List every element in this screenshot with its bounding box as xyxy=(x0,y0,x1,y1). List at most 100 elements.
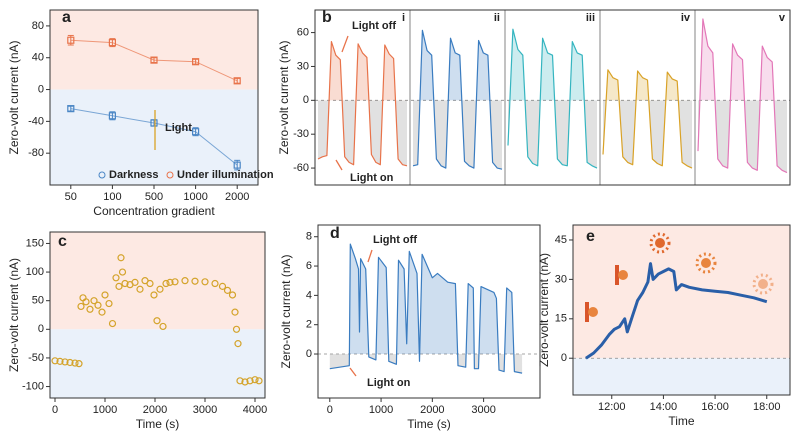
negative-region xyxy=(50,329,265,398)
y-tick-label: -80 xyxy=(28,147,44,159)
sun-core xyxy=(758,279,768,289)
x-tick-label: 0 xyxy=(327,404,333,416)
sun-rays xyxy=(752,273,774,295)
point xyxy=(201,278,209,286)
point xyxy=(233,77,241,85)
x-tick-label: 1000 xyxy=(183,191,207,203)
line xyxy=(412,29,503,170)
y-tick-label: -60 xyxy=(293,162,309,174)
series-label: iv xyxy=(681,12,691,24)
y-tick-label: 0 xyxy=(303,94,309,106)
y-tick-label: 0 xyxy=(561,352,567,364)
area-negative xyxy=(603,100,692,169)
point xyxy=(118,268,127,276)
series-label: v xyxy=(779,12,786,24)
point xyxy=(171,278,179,286)
area-positive xyxy=(606,69,679,101)
sunrise-bar xyxy=(615,265,619,285)
point xyxy=(191,277,199,285)
y-axis-label: Zero-volt current (nA) xyxy=(7,258,21,372)
y-tick-label: 4 xyxy=(306,289,312,301)
panel-label: d xyxy=(330,225,340,242)
plot-frame xyxy=(317,224,541,399)
y-tick-label: 30 xyxy=(297,60,309,72)
point xyxy=(166,278,174,286)
annotation: Light off xyxy=(352,20,396,32)
legend-marker xyxy=(166,171,174,179)
point xyxy=(131,278,139,286)
sunrise-core xyxy=(618,270,628,280)
annotation: Light on xyxy=(350,172,394,184)
area-positive xyxy=(329,41,396,101)
point xyxy=(67,105,75,113)
area-positive xyxy=(349,244,514,355)
annotation-arrow xyxy=(367,249,373,263)
sun-rays xyxy=(695,252,717,274)
line xyxy=(585,262,768,360)
x-tick-label: 3000 xyxy=(471,404,495,416)
x-tick-label: 0 xyxy=(52,404,58,416)
y-tick-label: 80 xyxy=(32,20,44,32)
panel-label: e xyxy=(586,228,595,245)
point xyxy=(75,360,83,368)
line xyxy=(507,28,598,169)
point xyxy=(159,322,167,331)
legend-label: Under illumination xyxy=(177,169,274,181)
line xyxy=(317,41,408,167)
line xyxy=(602,69,693,169)
y-tick-label: 30 xyxy=(555,273,567,285)
annotation: Light xyxy=(165,122,192,134)
y-tick-label: 2 xyxy=(306,319,312,331)
point xyxy=(90,297,98,305)
legend-label: Darkness xyxy=(109,169,159,181)
area-negative xyxy=(318,100,407,166)
x-tick-label: 16:00 xyxy=(701,401,729,413)
x-tick-label: 100 xyxy=(103,191,121,203)
panel-label: b xyxy=(322,9,332,26)
area-negative xyxy=(413,100,502,170)
annotation: Light on xyxy=(367,377,411,389)
y-tick-label: 0 xyxy=(38,83,44,95)
point xyxy=(181,277,189,285)
negative-region xyxy=(50,89,258,185)
x-tick-label: 3000 xyxy=(193,404,217,416)
y-tick-label: 8 xyxy=(306,231,312,243)
point xyxy=(115,282,123,290)
y-tick-label: 40 xyxy=(32,52,44,64)
x-tick-label: 1000 xyxy=(369,404,393,416)
point xyxy=(101,291,109,299)
sunrise-core xyxy=(588,307,598,317)
area-negative xyxy=(508,100,597,169)
point xyxy=(67,36,75,44)
point xyxy=(211,279,219,288)
x-axis-label: Concentration gradient xyxy=(93,204,215,218)
legend-marker xyxy=(98,171,106,179)
y-tick-label: 45 xyxy=(555,234,567,246)
point xyxy=(51,357,59,365)
y-tick-label: 0 xyxy=(306,348,312,360)
point xyxy=(61,358,69,366)
point xyxy=(255,377,263,385)
positive-region xyxy=(50,10,258,90)
y-tick-label: -40 xyxy=(28,115,44,127)
x-tick-label: 2000 xyxy=(143,404,167,416)
x-tick-label: 50 xyxy=(65,191,77,203)
point xyxy=(233,161,241,169)
error-bar xyxy=(192,58,199,65)
x-tick-label: 18:00 xyxy=(753,401,781,413)
sun-rays xyxy=(649,232,671,254)
panel-label: c xyxy=(58,233,67,250)
point xyxy=(153,317,161,325)
series-label: i xyxy=(402,12,405,24)
line xyxy=(697,18,788,174)
x-tick-label: 14:00 xyxy=(650,401,678,413)
point xyxy=(251,376,259,384)
point xyxy=(228,291,237,299)
y-axis-label: Zero-volt current (nA) xyxy=(279,254,293,368)
point xyxy=(241,378,249,386)
point xyxy=(150,119,158,127)
x-tick-label: 12:00 xyxy=(598,401,626,413)
area-positive xyxy=(419,30,490,101)
x-tick-label: 1000 xyxy=(93,404,117,416)
sun-core xyxy=(655,238,665,248)
